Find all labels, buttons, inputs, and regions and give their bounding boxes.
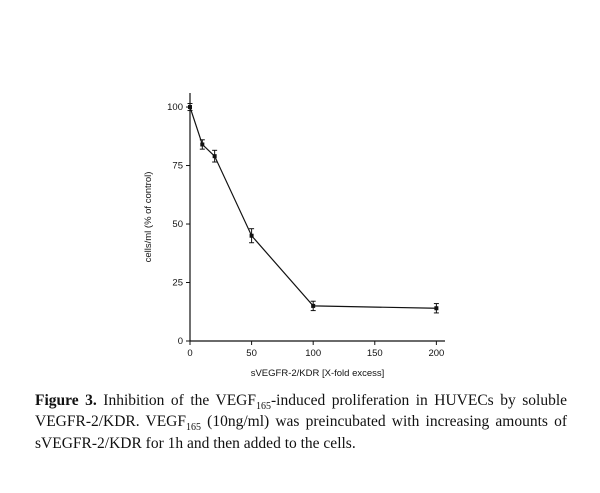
y-tick-label: 25 xyxy=(172,278,183,289)
data-point-marker xyxy=(249,233,254,238)
x-axis-title: sVEGFR-2/KDR [X-fold excess] xyxy=(251,368,385,379)
proliferation-line-chart: 0 25 50 75 100 0 50 100 150 200 cells/ml (% of con… xyxy=(143,93,445,379)
caption-text-2: -induced proliferation in HUVECs by solu… xyxy=(35,392,568,431)
data-point-marker xyxy=(188,105,192,110)
data-line xyxy=(189,106,437,309)
x-tick-label: 200 xyxy=(428,348,444,359)
y-tick-label: 75 xyxy=(172,161,183,172)
data-point-marker xyxy=(200,142,205,147)
data-point-marker xyxy=(434,306,439,311)
caption-text-1: Inhibition of the VEGF xyxy=(96,392,256,409)
x-tick-label: 150 xyxy=(367,348,383,359)
figure-caption: Figure 3. Inhibition of the VEGF165-indu… xyxy=(35,390,567,454)
data-point-marker xyxy=(212,154,217,159)
data-point-marker xyxy=(311,303,316,308)
y-tick-label: 0 xyxy=(178,336,183,347)
y-tick-label: 100 xyxy=(167,102,183,113)
caption-subscript-2: 165 xyxy=(186,422,201,434)
y-tick-label: 50 xyxy=(172,219,183,230)
y-axis-title: cells/ml (% of control) xyxy=(143,172,154,263)
x-tick-label: 0 xyxy=(187,348,192,359)
figure-label: Figure 3. xyxy=(35,392,97,409)
chart-container: 0 25 50 75 100 0 50 100 150 200 cells/ml (% of con… xyxy=(140,80,460,389)
x-tick-label: 50 xyxy=(246,348,257,359)
caption-text-3: (10ng/ml) was preincubated with increasi… xyxy=(35,413,567,452)
x-tick-label: 100 xyxy=(305,348,321,359)
caption-subscript-1: 165 xyxy=(256,401,271,413)
